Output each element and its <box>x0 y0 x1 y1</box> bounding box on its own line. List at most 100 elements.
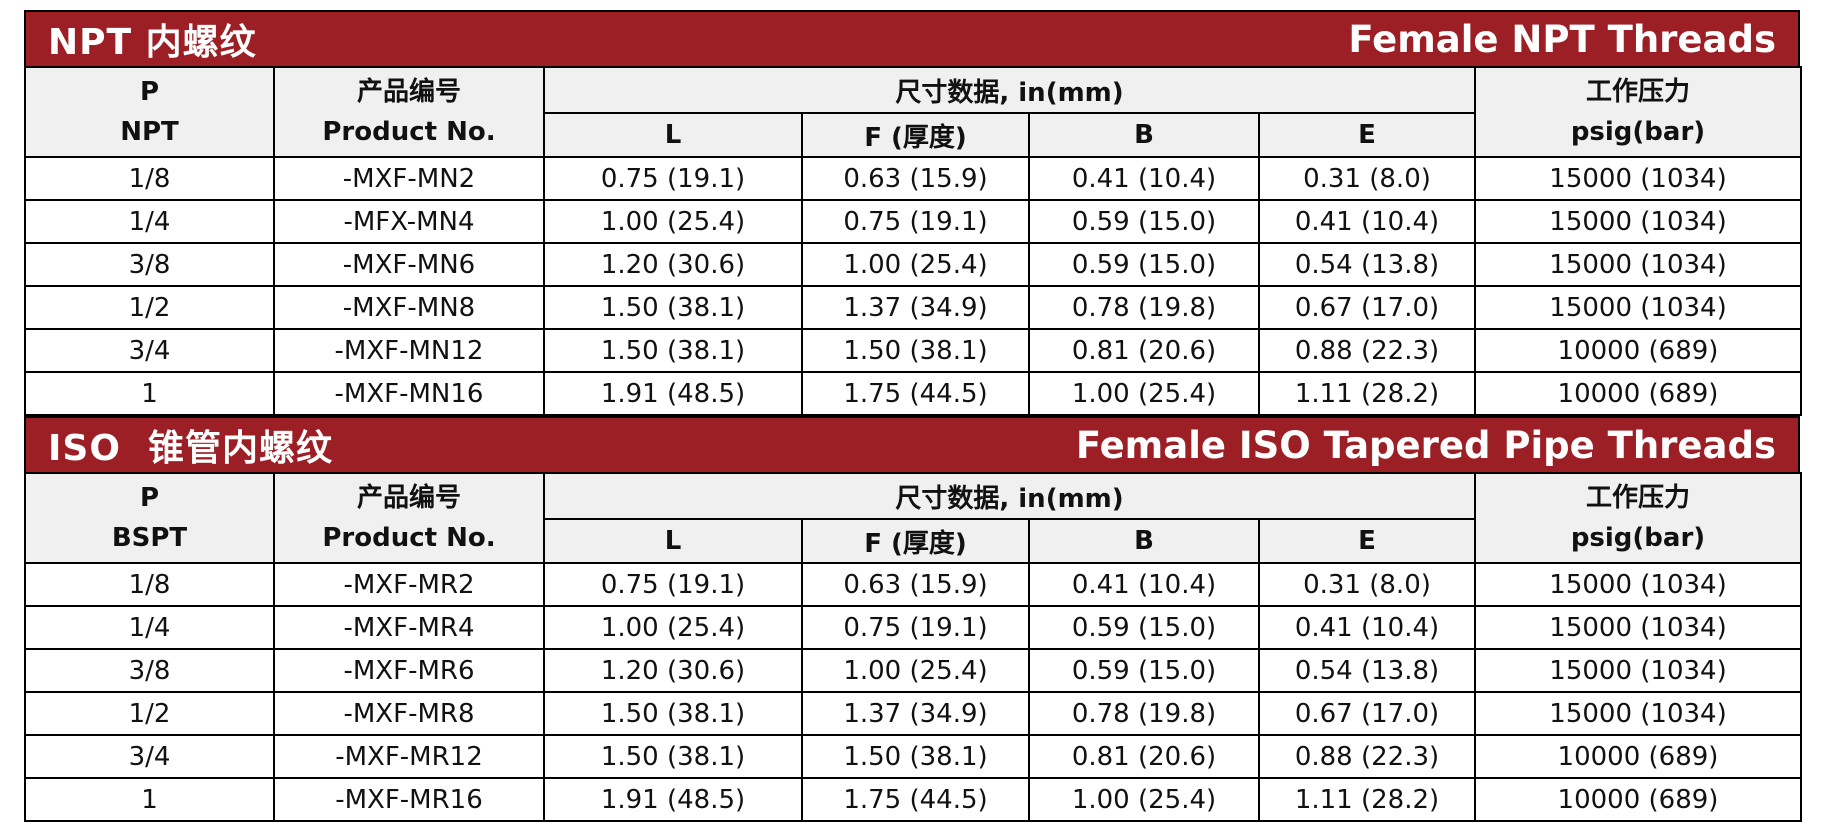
cell-product: -MFX-MN4 <box>273 199 545 244</box>
cell-f: 1.37 (34.9) <box>801 285 1030 330</box>
cell-e: 0.41 (10.4) <box>1258 199 1476 244</box>
section-banner: ISO 锥管内螺纹 Female ISO Tapered Pipe Thread… <box>24 416 1800 472</box>
cell-l: 0.75 (19.1) <box>543 562 803 607</box>
cell-f: 1.75 (44.5) <box>801 371 1030 416</box>
cell-l: 1.50 (38.1) <box>543 734 803 779</box>
cell-l: 1.50 (38.1) <box>543 328 803 373</box>
cell-pressure: 10000 (689) <box>1474 777 1802 822</box>
cell-product: -MXF-MN2 <box>273 156 545 201</box>
cell-b: 0.81 (20.6) <box>1028 328 1260 373</box>
cell-b: 0.78 (19.8) <box>1028 285 1260 330</box>
cell-l: 1.20 (30.6) <box>543 242 803 287</box>
cell-product: -MXF-MR4 <box>273 605 545 650</box>
cell-p: 1/8 <box>24 562 275 607</box>
iso-section: ISO 锥管内螺纹 Female ISO Tapered Pipe Thread… <box>24 416 1802 822</box>
cell-f: 1.00 (25.4) <box>801 648 1030 693</box>
cell-l: 1.00 (25.4) <box>543 199 803 244</box>
cell-pressure: 10000 (689) <box>1474 328 1802 373</box>
header-product: 产品编号 Product No. <box>273 472 545 564</box>
header-e: E <box>1258 518 1476 564</box>
spec-table: P BSPT 产品编号 Product No. 尺寸数据, in(mm) 工 <box>24 472 1802 822</box>
cell-p: 1 <box>24 371 275 416</box>
header-dimensions: 尺寸数据, in(mm) <box>543 66 1476 114</box>
header-product: 产品编号 Product No. <box>273 66 545 158</box>
spec-sheet: NPT 内螺纹 Female NPT Threads P NPT <box>24 10 1802 822</box>
npt-section: NPT 内螺纹 Female NPT Threads P NPT <box>24 10 1802 416</box>
header-dimensions: 尺寸数据, in(mm) <box>543 472 1476 520</box>
cell-pressure: 15000 (1034) <box>1474 691 1802 736</box>
table-row: 1 -MXF-MN16 1.91 (48.5) 1.75 (44.5) 1.00… <box>24 371 1802 416</box>
cell-f: 1.50 (38.1) <box>801 734 1030 779</box>
header-p-top: P <box>139 77 160 107</box>
cell-pressure: 15000 (1034) <box>1474 285 1802 330</box>
header-pressure-unit: psig(bar) <box>1570 523 1706 553</box>
cell-b: 0.59 (15.0) <box>1028 242 1260 287</box>
cell-b: 1.00 (25.4) <box>1028 371 1260 416</box>
cell-p: 1/4 <box>24 199 275 244</box>
cell-p: 1/8 <box>24 156 275 201</box>
cell-product: -MXF-MR12 <box>273 734 545 779</box>
cell-l: 1.20 (30.6) <box>543 648 803 693</box>
cell-e: 1.11 (28.2) <box>1258 371 1476 416</box>
header-product-cn: 产品编号 <box>356 77 461 107</box>
cell-f: 0.63 (15.9) <box>801 156 1030 201</box>
cell-b: 1.00 (25.4) <box>1028 777 1260 822</box>
table-row: 1/2 -MXF-MN8 1.50 (38.1) 1.37 (34.9) 0.7… <box>24 285 1802 330</box>
cell-pressure: 15000 (1034) <box>1474 199 1802 244</box>
cell-f: 0.75 (19.1) <box>801 199 1030 244</box>
cell-e: 0.31 (8.0) <box>1258 562 1476 607</box>
section-title-cn: NPT 内螺纹 <box>48 22 257 63</box>
header-p: P BSPT <box>24 472 275 564</box>
table-row: 1/2 -MXF-MR8 1.50 (38.1) 1.37 (34.9) 0.7… <box>24 691 1802 736</box>
cell-l: 1.91 (48.5) <box>543 777 803 822</box>
cell-pressure: 15000 (1034) <box>1474 242 1802 287</box>
header-p-top: P <box>139 483 160 513</box>
header-p-bottom: NPT <box>120 117 179 147</box>
cell-f: 1.75 (44.5) <box>801 777 1030 822</box>
header-p-bottom: BSPT <box>111 523 188 553</box>
header-product-en: Product No. <box>322 523 496 553</box>
header-pressure-cn: 工作压力 <box>1585 483 1690 513</box>
cell-e: 0.67 (17.0) <box>1258 691 1476 736</box>
cell-pressure: 15000 (1034) <box>1474 648 1802 693</box>
cell-pressure: 15000 (1034) <box>1474 156 1802 201</box>
section-title-en: Female NPT Threads <box>1348 17 1776 61</box>
header-e: E <box>1258 112 1476 158</box>
cell-product: -MXF-MN12 <box>273 328 545 373</box>
header-f: F (厚度) <box>801 112 1030 158</box>
cell-f: 0.75 (19.1) <box>801 605 1030 650</box>
cell-pressure: 15000 (1034) <box>1474 605 1802 650</box>
cell-p: 3/4 <box>24 328 275 373</box>
cell-p: 3/8 <box>24 648 275 693</box>
table-row: 3/4 -MXF-MN12 1.50 (38.1) 1.50 (38.1) 0.… <box>24 328 1802 373</box>
cell-p: 3/8 <box>24 242 275 287</box>
cell-f: 0.63 (15.9) <box>801 562 1030 607</box>
cell-product: -MXF-MR16 <box>273 777 545 822</box>
section-banner: NPT 内螺纹 Female NPT Threads <box>24 10 1800 66</box>
cell-l: 1.91 (48.5) <box>543 371 803 416</box>
cell-e: 0.88 (22.3) <box>1258 734 1476 779</box>
table-row: 1/8 -MXF-MN2 0.75 (19.1) 0.63 (15.9) 0.4… <box>24 156 1802 201</box>
spec-table: P NPT 产品编号 Product No. 尺寸数据, in(mm) 工作 <box>24 66 1802 416</box>
cell-l: 0.75 (19.1) <box>543 156 803 201</box>
cell-e: 0.41 (10.4) <box>1258 605 1476 650</box>
cell-e: 0.67 (17.0) <box>1258 285 1476 330</box>
cell-p: 3/4 <box>24 734 275 779</box>
table-row: 3/8 -MXF-MR6 1.20 (30.6) 1.00 (25.4) 0.5… <box>24 648 1802 693</box>
cell-product: -MXF-MN8 <box>273 285 545 330</box>
cell-b: 0.59 (15.0) <box>1028 199 1260 244</box>
cell-e: 0.31 (8.0) <box>1258 156 1476 201</box>
cell-b: 0.59 (15.0) <box>1028 648 1260 693</box>
cell-b: 0.81 (20.6) <box>1028 734 1260 779</box>
header-product-cn: 产品编号 <box>356 483 461 513</box>
table-body: 1/8 -MXF-MR2 0.75 (19.1) 0.63 (15.9) 0.4… <box>24 562 1802 822</box>
cell-b: 0.78 (19.8) <box>1028 691 1260 736</box>
header-f: F (厚度) <box>801 518 1030 564</box>
cell-b: 0.41 (10.4) <box>1028 156 1260 201</box>
section-title-cn: ISO 锥管内螺纹 <box>48 428 333 469</box>
table-row: 1/4 -MFX-MN4 1.00 (25.4) 0.75 (19.1) 0.5… <box>24 199 1802 244</box>
cell-product: -MXF-MR6 <box>273 648 545 693</box>
cell-product: -MXF-MN16 <box>273 371 545 416</box>
cell-pressure: 10000 (689) <box>1474 734 1802 779</box>
section-title-en: Female ISO Tapered Pipe Threads <box>1075 423 1776 467</box>
